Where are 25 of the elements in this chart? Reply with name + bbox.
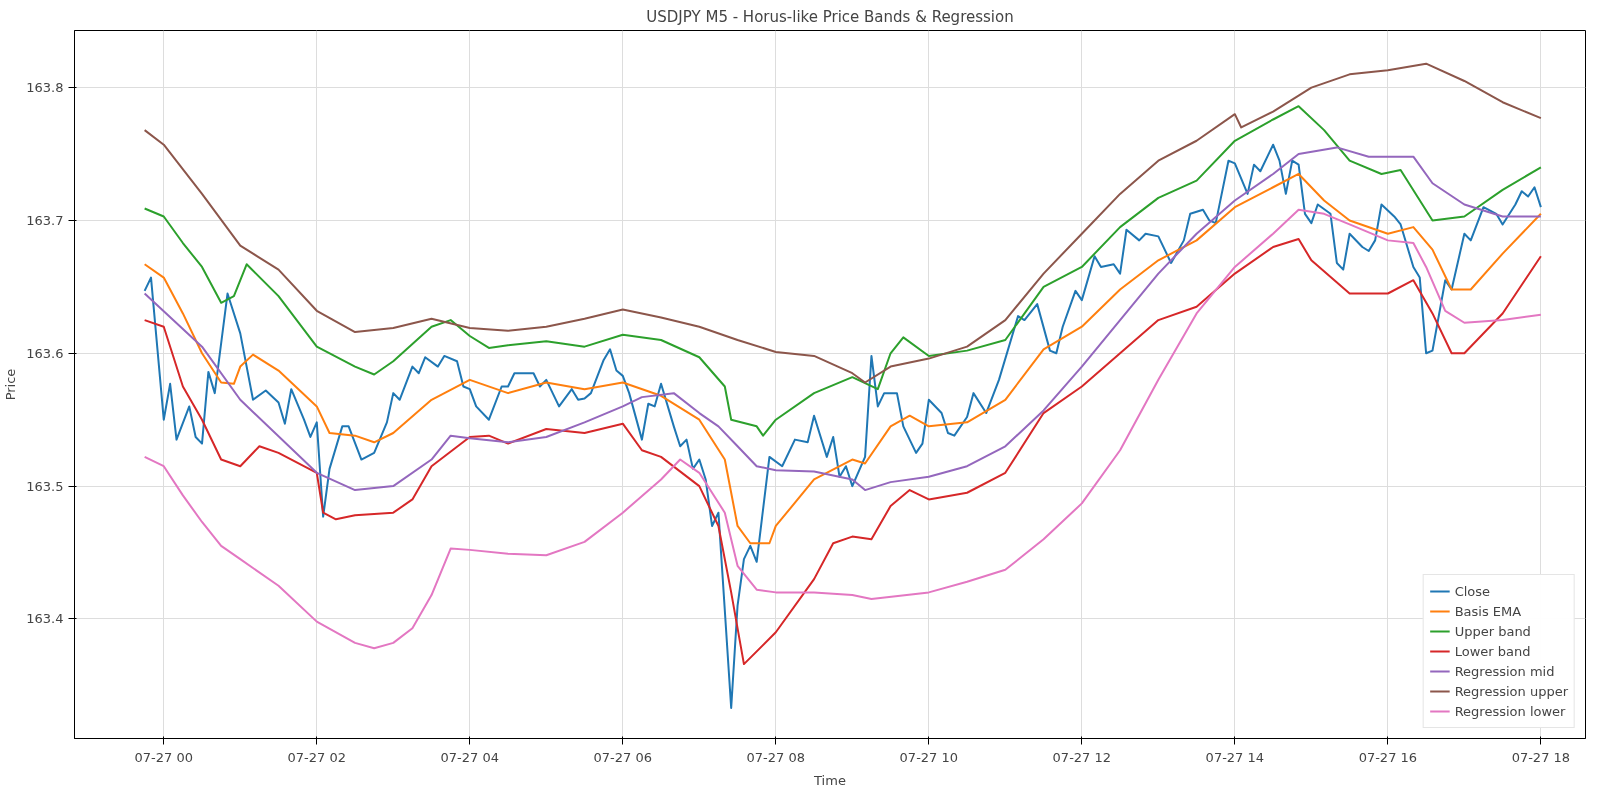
x-tick-label: 07-27 00 — [134, 749, 193, 765]
x-tick-label: 07-27 08 — [746, 749, 806, 765]
legend-label: Regression lower — [1454, 703, 1566, 719]
x-tick-label: 07-27 18 — [1511, 749, 1571, 765]
x-tick-label: 07-27 04 — [440, 749, 500, 765]
x-tick-label: 07-27 06 — [593, 749, 653, 765]
legend-label: Close — [1454, 583, 1491, 599]
chart-title: USDJPY M5 - Horus-like Price Bands & Regression — [646, 7, 1014, 26]
x-tick-label: 07-27 10 — [899, 749, 959, 765]
y-tick-label: 163.8 — [26, 80, 64, 96]
y-axis-title: Price — [3, 368, 19, 401]
x-tick-label: 07-27 14 — [1205, 749, 1265, 765]
y-tick-label: 163.5 — [26, 478, 64, 494]
x-tick-label: 07-27 02 — [287, 749, 346, 765]
y-tick-label: 163.6 — [26, 345, 64, 361]
y-tick-label: 163.4 — [26, 611, 64, 627]
legend-label: Lower band — [1454, 643, 1531, 659]
legend-label: Regression upper — [1454, 683, 1568, 699]
x-axis-title: Time — [813, 772, 846, 788]
x-tick-label: 07-27 16 — [1358, 749, 1418, 765]
legend-label: Upper band — [1454, 623, 1531, 639]
x-tick-label: 07-27 12 — [1052, 749, 1112, 765]
y-tick-label: 163.7 — [26, 212, 64, 228]
legend-label: Basis EMA — [1454, 603, 1522, 619]
legend-label: Regression mid — [1454, 663, 1555, 679]
